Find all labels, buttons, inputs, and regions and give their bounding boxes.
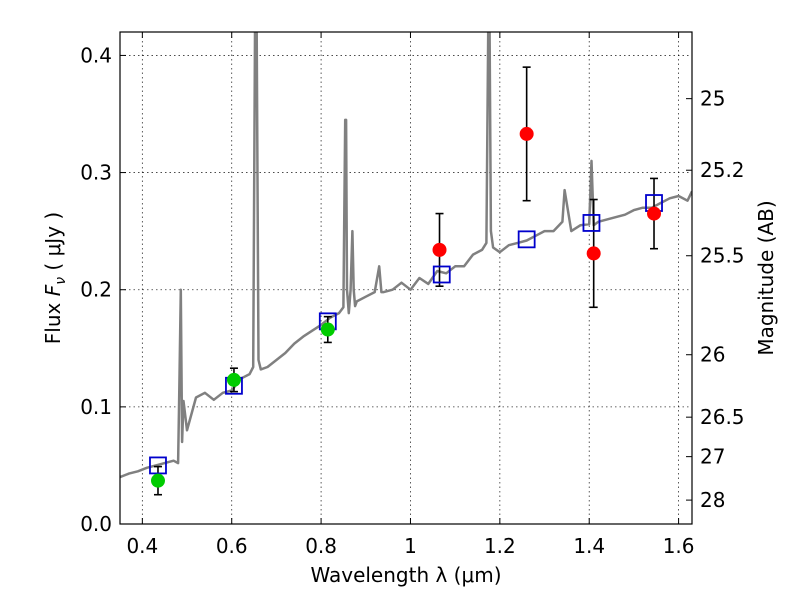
y-tick-label: 0.1 xyxy=(80,395,112,419)
axes-layer: 0.4 0.6 0.8 1 1.2 1.4 1.6 0.0 0.1 0.2 0.3 0.4 25 25.2… xyxy=(80,32,745,558)
model-photometry-square xyxy=(432,265,451,284)
x-tick-label: 0.4 xyxy=(126,534,158,558)
x-tick-label: 0.8 xyxy=(305,534,337,558)
y-axis-label-variable: F xyxy=(41,284,65,296)
y2-tick-label: 25.5 xyxy=(700,244,745,268)
y2-axis-label: Magnitude (AB) xyxy=(754,200,778,355)
y-axis-label-prefix: Flux xyxy=(41,296,65,344)
y2-tick-label: 27 xyxy=(700,445,725,469)
y2-tick-label: 25 xyxy=(700,87,725,111)
plot-frame xyxy=(119,31,693,525)
red-data-point xyxy=(647,206,662,221)
y-axis-label: Flux Fν ( μJy ) xyxy=(41,212,69,344)
x-tick-label: 1.2 xyxy=(484,534,516,558)
green-data-point xyxy=(226,372,241,387)
photometry-layer xyxy=(149,66,663,496)
y2-tick-label: 25.2 xyxy=(700,158,745,182)
x-tick-label: 1.4 xyxy=(573,534,605,558)
y-tick-label: 0.4 xyxy=(80,43,112,67)
red-data-point xyxy=(586,246,601,261)
model-photometry-square xyxy=(517,230,536,249)
y-tick-label: 0.3 xyxy=(80,161,112,185)
x-tick-label: 1.6 xyxy=(663,534,695,558)
green-data-point xyxy=(320,322,335,337)
red-data-point xyxy=(432,242,447,257)
model-photometry-square xyxy=(582,214,601,232)
y-axis-label-suffix: ( μJy ) xyxy=(41,212,65,277)
x-tick-label: 1 xyxy=(404,534,417,558)
y2-tick-label: 28 xyxy=(700,488,725,512)
spectrum-line xyxy=(120,32,692,479)
y2-tick-label: 26 xyxy=(700,343,725,367)
y-tick-label: 0.2 xyxy=(80,278,112,302)
x-tick-label: 0.6 xyxy=(216,534,248,558)
y-tick-label: 0.0 xyxy=(80,512,112,536)
x-axis-label: Wavelength λ (μm) xyxy=(310,563,501,587)
model-photometry-square xyxy=(149,456,167,475)
green-data-point xyxy=(150,473,165,488)
y-axis-label-subscript: ν xyxy=(53,277,69,285)
spectrum-layer xyxy=(120,32,692,479)
red-data-point xyxy=(519,126,534,141)
y2-tick-label: 26.5 xyxy=(700,405,745,429)
